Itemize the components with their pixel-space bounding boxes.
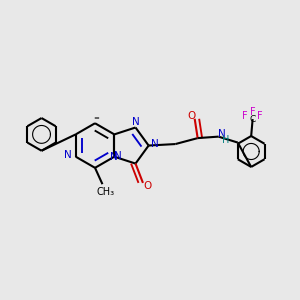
- Text: CH₃: CH₃: [96, 187, 115, 196]
- Text: N: N: [132, 117, 140, 127]
- Text: F: F: [242, 110, 248, 121]
- Text: N: N: [110, 152, 118, 162]
- Text: =: =: [94, 115, 99, 121]
- Text: O: O: [143, 181, 152, 191]
- Text: N: N: [151, 139, 159, 149]
- Text: N: N: [114, 151, 122, 161]
- Text: F: F: [250, 107, 256, 117]
- Text: N: N: [64, 150, 72, 160]
- Text: O: O: [187, 111, 195, 121]
- Text: N: N: [218, 129, 226, 139]
- Text: F: F: [257, 110, 263, 121]
- Text: H: H: [222, 135, 230, 145]
- Text: C: C: [250, 115, 256, 124]
